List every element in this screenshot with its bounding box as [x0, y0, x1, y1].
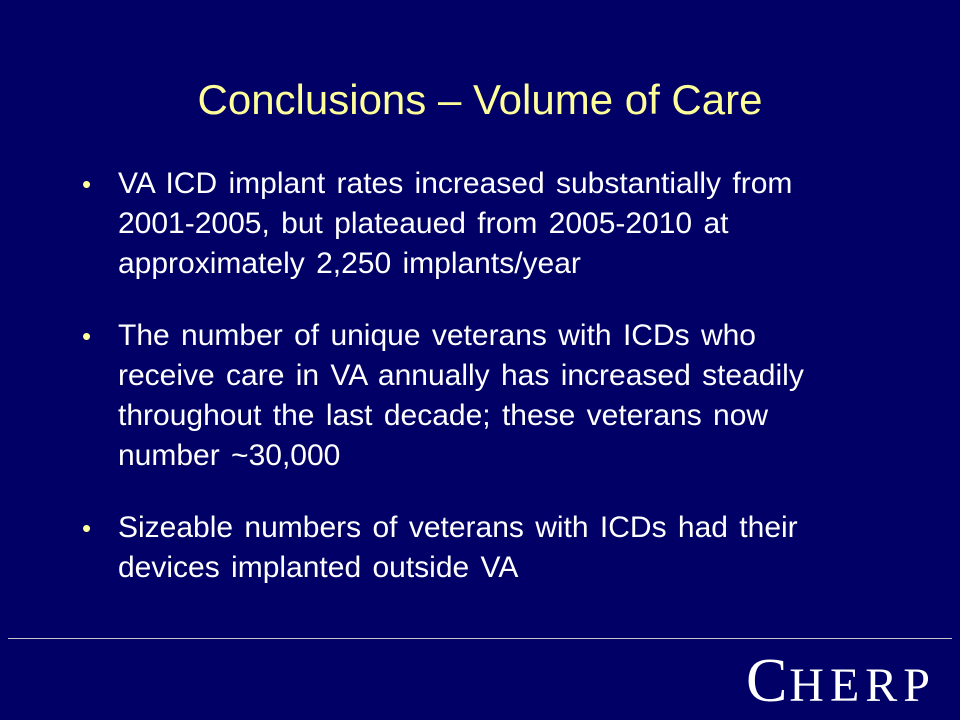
bullet-marker: •: [82, 169, 92, 199]
bullet-list: • VA ICD implant rates increased substan…: [82, 164, 862, 588]
slide-title: Conclusions – Volume of Care: [197, 76, 763, 123]
footer-divider: [8, 638, 952, 639]
bullet-item: • Sizeable numbers of veterans with ICDs…: [82, 508, 862, 588]
bullet-text: Sizeable numbers of veterans with ICDs h…: [118, 511, 798, 584]
bullet-marker: •: [82, 321, 92, 351]
logo-rest-letters: HERP: [789, 659, 936, 712]
bullet-item: • The number of unique veterans with ICD…: [82, 316, 862, 476]
bullet-item: • VA ICD implant rates increased substan…: [82, 164, 862, 284]
bullet-marker: •: [82, 513, 92, 543]
logo-first-letter: C: [745, 647, 790, 715]
bullet-text: The number of unique veterans with ICDs …: [118, 319, 804, 472]
bullet-text: VA ICD implant rates increased substanti…: [118, 167, 793, 280]
cherp-logo: CHERP: [746, 648, 936, 714]
